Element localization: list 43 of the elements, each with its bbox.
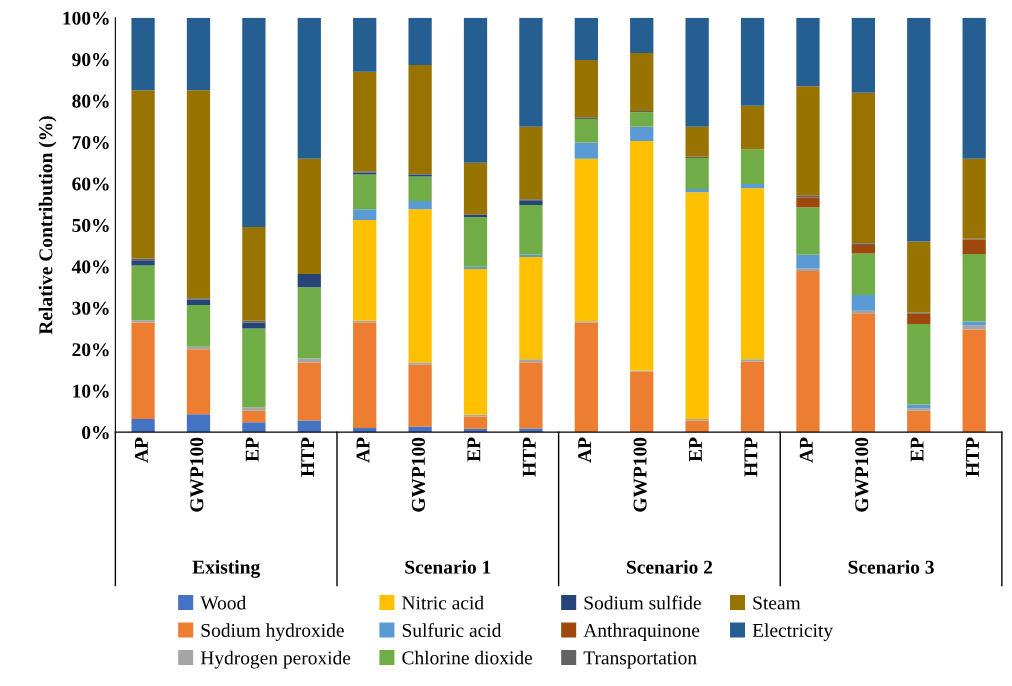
y-tick-label: 40% (71, 260, 109, 274)
y-tick-label: 20% (72, 343, 109, 357)
legend-label: Sodium hydroxide (201, 623, 344, 641)
legend-label: Chlorine dioxide (402, 650, 533, 665)
legend-label: Transportation (583, 651, 697, 669)
x-tick-label: EP (910, 437, 924, 462)
y-tick-label: 30% (72, 301, 109, 315)
y-tick-label: 100% (63, 11, 109, 25)
text: Scenario 1 (405, 560, 491, 574)
legend-label: Sulfuric acid (402, 623, 502, 637)
y-axis-title: Relative Contribution (%) (38, 116, 57, 335)
text: Existing (192, 560, 261, 578)
legend-label: Steam (753, 596, 801, 610)
legend-label: Electricity (752, 623, 834, 641)
x-tick-label: AP (134, 437, 148, 463)
y-tick-label: 60% (72, 177, 109, 191)
legend-label: Hydrogen peroxide (200, 650, 351, 669)
x-tick-label: AP (799, 437, 813, 463)
y-tick-label: 50% (72, 218, 109, 233)
y-tick-label: 10% (73, 384, 109, 398)
x-tick-label: EP (467, 437, 481, 462)
y-tick-label: 0% (82, 426, 109, 440)
x-tick-label: GWP100 (855, 437, 869, 512)
x-tick-label: HTP (744, 437, 758, 477)
x-tick-label: EP (689, 437, 702, 462)
y-tick-label: 70% (72, 135, 109, 150)
x-tick-label: EP (245, 437, 259, 462)
y-tick-label: 90% (72, 53, 109, 67)
legend-label: Anthraquinone (583, 623, 700, 641)
legend-label: Sodium sulfide (584, 595, 701, 610)
x-tick-label: AP (578, 437, 591, 463)
legend-label: Wood (200, 595, 247, 610)
x-tick-label: HTP (522, 437, 536, 477)
text: Scenario 3 (848, 560, 934, 574)
x-tick-label: GWP100 (190, 437, 204, 512)
y-tick-label: 80% (72, 94, 109, 108)
x-tick-label: GWP100 (411, 437, 426, 512)
text: Scenario 2 (627, 560, 713, 574)
legend-label: Nitric acid (402, 595, 484, 610)
x-tick-label: GWP100 (633, 437, 647, 512)
x-tick-label: AP (356, 437, 370, 463)
x-tick-label: HTP (966, 437, 979, 477)
x-tick-label: HTP (301, 437, 314, 477)
